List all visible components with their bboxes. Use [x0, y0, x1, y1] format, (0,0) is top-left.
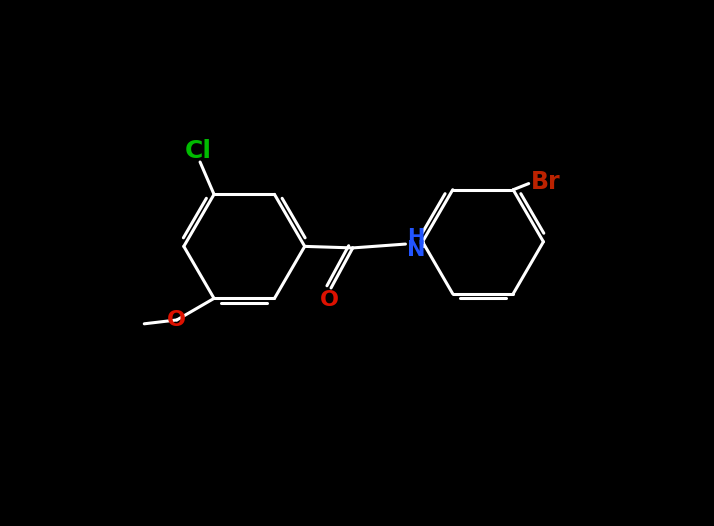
- Text: O: O: [320, 290, 339, 310]
- Text: O: O: [167, 310, 186, 330]
- Text: H: H: [408, 228, 425, 248]
- Text: Cl: Cl: [185, 139, 212, 163]
- Text: Br: Br: [531, 170, 560, 194]
- Text: N: N: [407, 240, 426, 260]
